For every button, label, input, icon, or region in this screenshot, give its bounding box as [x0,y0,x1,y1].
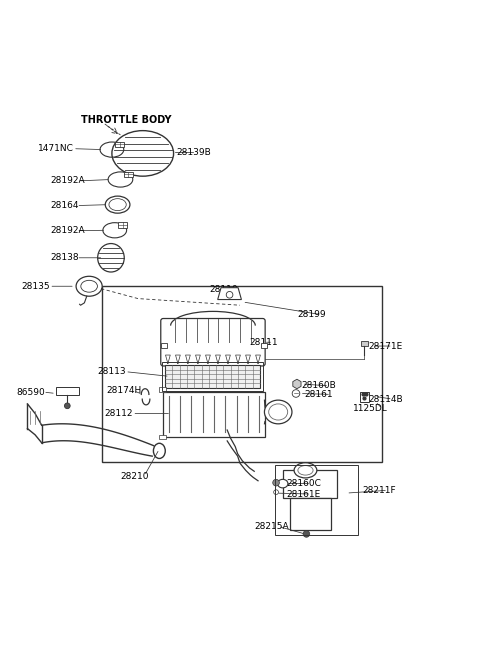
Text: 28111: 28111 [250,338,278,347]
Ellipse shape [277,480,288,488]
FancyBboxPatch shape [161,343,167,348]
Polygon shape [218,288,241,300]
Text: 28192A: 28192A [50,226,85,236]
Polygon shape [293,379,301,389]
Ellipse shape [264,400,292,424]
FancyBboxPatch shape [360,341,368,346]
Text: 28210: 28210 [120,472,149,481]
FancyBboxPatch shape [159,387,166,392]
Ellipse shape [112,131,174,176]
FancyBboxPatch shape [161,319,265,366]
Text: 28174H: 28174H [106,386,142,395]
FancyBboxPatch shape [56,387,79,396]
FancyBboxPatch shape [283,470,337,498]
FancyBboxPatch shape [290,498,331,530]
Text: 28139B: 28139B [176,148,211,157]
Text: 28211F: 28211F [362,485,396,495]
Text: 28161: 28161 [304,390,333,399]
Text: 1125DL: 1125DL [353,404,388,413]
Text: 28192A: 28192A [50,176,85,186]
Ellipse shape [105,196,130,213]
Text: 28215A: 28215A [254,522,289,531]
Text: THROTTLE BODY: THROTTLE BODY [81,115,171,125]
Ellipse shape [97,243,124,272]
Circle shape [273,480,279,486]
Text: 1471NC: 1471NC [38,144,74,153]
Text: 28160C: 28160C [287,479,322,488]
Circle shape [292,390,300,398]
Ellipse shape [294,462,317,478]
FancyBboxPatch shape [116,142,124,148]
FancyBboxPatch shape [124,171,132,177]
FancyBboxPatch shape [165,365,260,388]
Circle shape [226,291,233,298]
Text: 28160B: 28160B [301,381,336,390]
FancyBboxPatch shape [261,343,266,348]
Ellipse shape [154,443,165,459]
FancyBboxPatch shape [118,222,127,228]
Text: 28135: 28135 [22,281,50,291]
Text: 28113: 28113 [97,367,126,376]
Text: 28199: 28199 [297,310,325,319]
FancyBboxPatch shape [360,392,369,403]
Circle shape [64,403,70,409]
Text: 28138: 28138 [50,253,79,262]
Circle shape [303,531,310,537]
FancyBboxPatch shape [159,434,166,440]
Ellipse shape [76,276,102,297]
Text: 28112: 28112 [105,409,133,418]
Text: 28171E: 28171E [368,342,402,350]
Text: 86590: 86590 [16,388,45,396]
Text: 28110: 28110 [209,285,238,294]
FancyBboxPatch shape [163,392,265,437]
FancyBboxPatch shape [102,286,383,462]
Text: 28114B: 28114B [368,395,403,403]
Text: 28161E: 28161E [287,489,321,499]
Text: 28164: 28164 [50,201,79,210]
